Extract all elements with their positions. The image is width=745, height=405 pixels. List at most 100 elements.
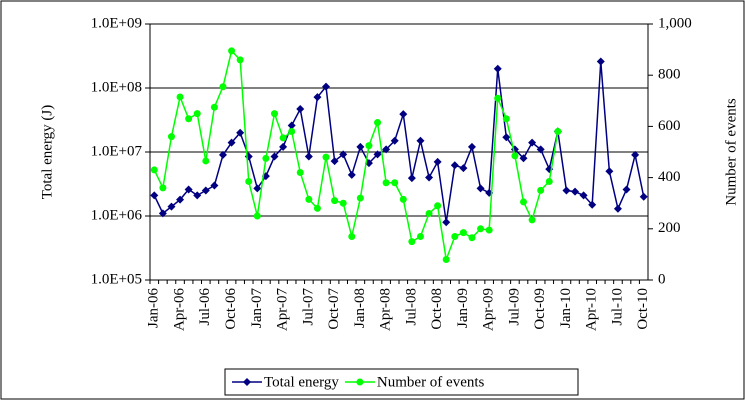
series-line bbox=[153, 61, 645, 223]
data-point bbox=[176, 93, 184, 101]
x-tick-label: Apr-07 bbox=[275, 288, 291, 332]
data-point bbox=[339, 150, 348, 159]
x-tick-label: Oct-06 bbox=[223, 288, 239, 330]
data-point bbox=[554, 128, 562, 136]
data-point bbox=[639, 192, 648, 201]
legend-marker bbox=[356, 378, 364, 386]
data-point bbox=[322, 82, 331, 91]
data-point bbox=[425, 209, 433, 217]
x-tick-label: Oct-09 bbox=[532, 288, 548, 330]
legend-label: Number of events bbox=[377, 374, 485, 390]
data-point bbox=[219, 83, 227, 91]
x-tick-label: Apr-10 bbox=[584, 288, 600, 331]
data-point bbox=[605, 167, 614, 176]
data-point bbox=[356, 142, 365, 151]
data-point bbox=[193, 191, 202, 200]
data-point bbox=[528, 216, 536, 224]
data-point bbox=[622, 185, 631, 194]
y2-tick-label: 1,000 bbox=[658, 15, 692, 31]
y-tick-label: 1.0E+09 bbox=[91, 15, 142, 31]
data-point bbox=[596, 57, 605, 66]
data-point bbox=[459, 229, 467, 237]
data-point bbox=[210, 181, 219, 190]
x-tick-label: Apr-09 bbox=[481, 288, 497, 331]
data-point bbox=[485, 226, 493, 234]
data-point bbox=[631, 150, 640, 159]
x-tick-label: Jan-06 bbox=[146, 288, 162, 328]
y2-tick-label: 600 bbox=[658, 118, 681, 134]
data-point bbox=[545, 177, 553, 185]
data-point bbox=[236, 128, 245, 137]
data-point bbox=[313, 93, 322, 102]
data-point bbox=[270, 152, 279, 161]
y-axis-title: Total energy (J) bbox=[39, 105, 55, 199]
data-point bbox=[348, 232, 356, 240]
data-point bbox=[287, 121, 296, 130]
data-point bbox=[399, 110, 408, 119]
x-tick-label: Jul-09 bbox=[506, 288, 522, 326]
data-point bbox=[167, 133, 175, 141]
data-point bbox=[218, 150, 227, 159]
data-point bbox=[253, 184, 262, 193]
data-point bbox=[331, 197, 339, 205]
data-point bbox=[305, 195, 313, 203]
legend-label: Total energy bbox=[264, 374, 339, 390]
data-point bbox=[193, 110, 201, 118]
data-point bbox=[271, 110, 278, 118]
y-tick-label: 1.0E+05 bbox=[91, 271, 142, 287]
data-point bbox=[519, 154, 528, 163]
data-point bbox=[459, 164, 468, 173]
y-tick-label: 1.0E+07 bbox=[91, 143, 143, 159]
data-point bbox=[330, 157, 339, 166]
x-tick-label: Oct-08 bbox=[429, 288, 445, 330]
data-point bbox=[434, 202, 442, 210]
x-tick-label: Jan-08 bbox=[352, 288, 368, 328]
data-point bbox=[339, 199, 347, 207]
data-point bbox=[494, 94, 502, 102]
data-point bbox=[571, 187, 580, 196]
x-tick-label: Apr-06 bbox=[171, 288, 187, 332]
x-tick-label: Jan-10 bbox=[558, 288, 574, 328]
data-point bbox=[176, 195, 185, 204]
x-tick-label: Jul-08 bbox=[403, 288, 419, 326]
data-point bbox=[442, 218, 451, 227]
data-point bbox=[296, 168, 304, 176]
data-point bbox=[477, 225, 485, 233]
data-point bbox=[322, 153, 330, 161]
x-tick-label: Jan-09 bbox=[455, 288, 471, 328]
x-tick-label: Jul-07 bbox=[300, 288, 316, 326]
data-point bbox=[511, 152, 519, 160]
y2-axis-title: Number of events bbox=[723, 98, 739, 206]
data-point bbox=[562, 186, 571, 195]
data-point bbox=[356, 194, 364, 202]
data-point bbox=[201, 186, 210, 195]
y-tick-label: 1.0E+08 bbox=[91, 79, 142, 95]
y2-tick-label: 800 bbox=[658, 67, 681, 83]
data-point bbox=[373, 150, 382, 159]
x-tick-label: Oct-07 bbox=[326, 288, 342, 330]
data-point bbox=[184, 185, 193, 194]
data-point bbox=[365, 142, 373, 150]
data-point bbox=[150, 191, 159, 200]
data-point bbox=[185, 115, 193, 123]
data-point bbox=[451, 232, 459, 240]
data-point bbox=[236, 56, 244, 64]
data-point bbox=[253, 212, 261, 220]
data-point bbox=[528, 138, 537, 147]
data-point bbox=[288, 128, 296, 136]
data-point bbox=[502, 115, 510, 123]
data-point bbox=[425, 173, 434, 182]
data-point bbox=[245, 177, 253, 185]
y-tick-label: 1.0E+06 bbox=[91, 207, 143, 223]
data-point bbox=[493, 64, 502, 73]
data-point bbox=[167, 202, 176, 211]
data-point bbox=[536, 145, 545, 154]
data-point bbox=[579, 191, 588, 200]
y2-tick-label: 200 bbox=[658, 220, 681, 236]
data-point bbox=[279, 134, 287, 142]
data-point bbox=[313, 204, 321, 212]
x-tick-label: Apr-08 bbox=[378, 288, 394, 331]
data-point bbox=[390, 136, 399, 145]
x-tick-label: Jul-06 bbox=[197, 288, 213, 326]
